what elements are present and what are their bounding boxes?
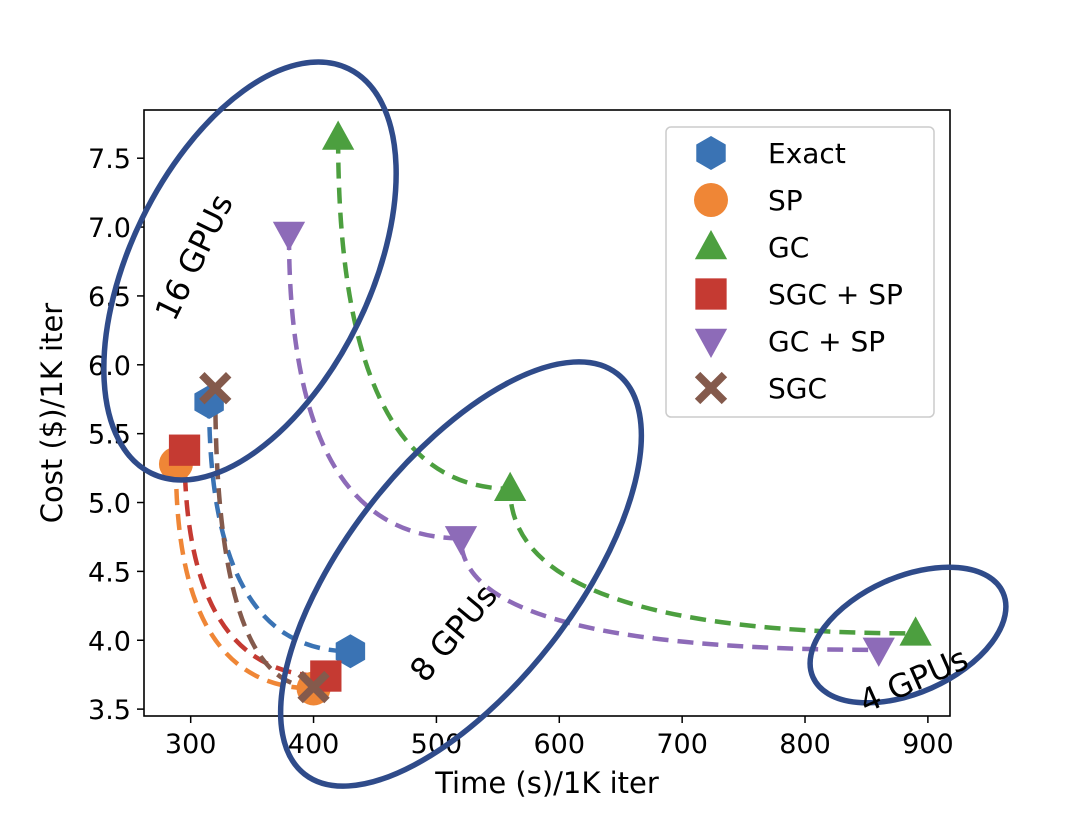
legend-label-gc-sp: GC + SP [768, 325, 885, 358]
curve-sgc-sp [182, 450, 326, 679]
y-tick-label: 4.0 [88, 626, 131, 657]
marker-gc-8gpus: GC: (560, 5.1) [493, 471, 527, 501]
x-tick-label: 600 [534, 729, 586, 760]
x-axis-label: Time (s)/1K iter [434, 766, 659, 800]
plot-frame [143, 109, 951, 717]
legend-label-exact: Exact [768, 137, 846, 170]
y-tick-label: 5.0 [88, 489, 131, 520]
x-tick-label: 300 [165, 729, 217, 760]
ellipse-4-gpus [807, 564, 1009, 706]
curve-sp [173, 463, 314, 691]
y-tick-label: 6.0 [88, 351, 131, 382]
y-tick-label: 4.5 [88, 557, 131, 588]
legend-label-gc: GC [768, 231, 809, 264]
x-tick-label: 700 [656, 729, 708, 760]
legend-box [665, 126, 935, 418]
curve-sgc [213, 388, 314, 690]
x-tick-label: 800 [779, 729, 831, 760]
legend: Exact SP GC SGC + SP GC + SP SGC [665, 126, 935, 418]
marker-sgc-8gpus: SGC: (400, 3.66) [297, 670, 330, 704]
marker-gc-16gpus: GC: (420, 7.65) [321, 120, 355, 150]
marker-gc-4gpus: GC: (890, 4.05) [899, 616, 932, 646]
legend-marker-sp [694, 183, 728, 217]
marker-sgc-16gpus: SGC: (320, 5.83) [199, 372, 232, 405]
y-tick-label: 7.5 [88, 144, 131, 175]
y-axis-label: Cost ($)/1K iter [35, 303, 69, 523]
ellipse-8-gpus [277, 359, 645, 789]
y-tick-label: 7.0 [88, 213, 131, 244]
legend-label-sgc-sp: SGC + SP [768, 278, 903, 311]
curve-exact [206, 401, 351, 654]
x-tick-label: 500 [411, 729, 463, 760]
legend-label-sgc: SGC [768, 372, 827, 405]
x-tick-label: 900 [902, 729, 954, 760]
legend-marker-sgc [694, 371, 728, 405]
legend-label-sp: SP [768, 184, 803, 217]
marker-gc-sp-4gpus: GC + SP: (860, 3.93) [862, 637, 895, 667]
data-markers: Exact: (315, 5.73)Exact: (430, 3.92)SP: … [158, 120, 932, 706]
legend-marker-sgc-sp [695, 278, 727, 310]
x-tick-label: 400 [288, 729, 340, 760]
marker-gc-sp-8gpus: GC + SP: (520, 4.74) [444, 526, 478, 556]
marker-exact-8gpus: Exact: (430, 3.92) [335, 634, 366, 669]
y-tick-label: 3.5 [88, 695, 131, 726]
marker-gc-sp-16gpus: GC + SP: (380, 6.95) [272, 221, 306, 251]
ellipse-16-gpus [101, 59, 399, 483]
legend-marker-gc [694, 230, 728, 260]
legend-marker-exact [696, 136, 726, 170]
marker-sgc-sp-16gpus: SGC + SP: (295, 5.38) [168, 434, 201, 466]
curve-gc-sp [286, 233, 879, 653]
legend-marker-gc-sp [694, 328, 728, 358]
